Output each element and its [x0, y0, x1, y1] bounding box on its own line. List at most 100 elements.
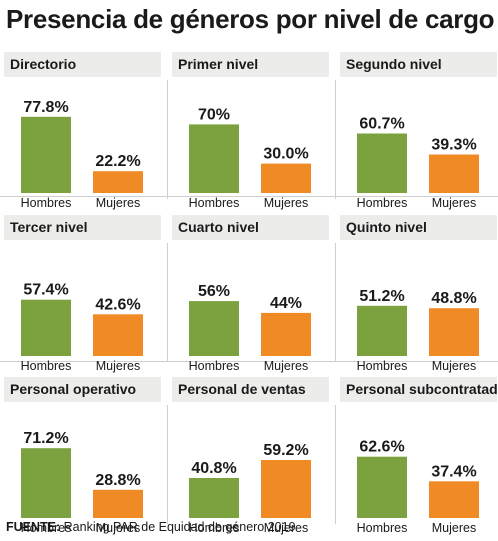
bar-mujeres	[261, 460, 311, 518]
panel-title: Cuarto nivel	[178, 219, 259, 235]
data-label: 62.6%	[359, 439, 404, 456]
category-label: Mujeres	[96, 521, 140, 535]
data-label: 42.6%	[95, 296, 140, 313]
chart-panel: Tercer nivel 57.4% Hombres 42.6% Mujeres	[4, 215, 168, 373]
data-label: 28.8%	[95, 472, 140, 489]
data-label: 60.7%	[359, 116, 404, 133]
category-label: Hombres	[21, 359, 72, 373]
data-label: 51.2%	[359, 288, 404, 305]
column-divider	[335, 243, 336, 362]
source-text: Ranking PAR de Equidad de género 2019	[63, 520, 296, 534]
column-divider	[335, 80, 336, 199]
panel-header: Personal subcontratado	[340, 377, 498, 402]
panel-header: Segundo nivel	[340, 52, 497, 77]
category-label: Mujeres	[264, 359, 308, 373]
data-label: 71.2%	[23, 430, 68, 447]
category-label: Mujeres	[432, 521, 476, 535]
bar-hombres	[21, 448, 71, 518]
row-divider	[0, 361, 498, 362]
bar-mujeres	[261, 163, 311, 193]
category-label: Mujeres	[96, 359, 140, 373]
panel-header: Tercer nivel	[4, 215, 161, 240]
panel-title: Tercer nivel	[10, 219, 88, 235]
panel-header: Quinto nivel	[340, 215, 497, 240]
data-label: 40.8%	[191, 460, 236, 477]
category-label: Hombres	[21, 521, 72, 535]
panel-title: Directorio	[10, 56, 77, 72]
bar-chart: 71.2% Hombres 28.8% Mujeres	[21, 430, 143, 535]
column-divider	[167, 405, 168, 524]
bar-hombres	[189, 478, 239, 518]
chart-panel: Quinto nivel 51.2% Hombres 48.8% Mujeres	[340, 215, 497, 373]
panel-header: Personal de ventas	[172, 377, 329, 402]
panel-header: Personal operativo	[4, 377, 161, 402]
panel-title: Segundo nivel	[346, 56, 442, 72]
category-label: Hombres	[189, 359, 240, 373]
bar-hombres	[189, 301, 239, 356]
bar-chart: 60.7% Hombres 39.3% Mujeres	[357, 116, 479, 210]
data-label: 70%	[198, 106, 230, 123]
panel-title: Personal operativo	[10, 381, 137, 397]
data-label: 22.2%	[95, 153, 140, 170]
bar-mujeres	[429, 308, 479, 356]
data-label: 48.8%	[431, 290, 476, 307]
bar-hombres	[357, 456, 407, 518]
bar-chart: 57.4% Hombres 42.6% Mujeres	[21, 282, 143, 373]
bar-mujeres	[261, 312, 311, 356]
bar-mujeres	[93, 489, 143, 518]
data-label: 56%	[198, 283, 230, 300]
chart-panel: Cuarto nivel 56% Hombres 44% Mujeres	[172, 215, 336, 373]
category-label: Hombres	[21, 196, 72, 210]
panel-header: Cuarto nivel	[172, 215, 329, 240]
bar-mujeres	[93, 171, 143, 193]
category-label: Hombres	[357, 359, 408, 373]
data-label: 30.0%	[263, 146, 308, 163]
category-label: Mujeres	[432, 359, 476, 373]
bar-hombres	[21, 299, 71, 356]
data-label: 44%	[270, 295, 302, 312]
chart-panel: Directorio 77.8% Hombres 22.2% Mujeres	[4, 52, 168, 210]
panel-title: Primer nivel	[178, 56, 259, 72]
category-label: Hombres	[189, 196, 240, 210]
chart-panel: Personal operativo 71.2% Hombres 28.8% Mujer…	[4, 377, 168, 535]
category-label: Mujeres	[96, 196, 140, 210]
data-label: 57.4%	[23, 282, 68, 299]
panel-header: Directorio	[4, 52, 161, 77]
column-divider	[335, 405, 336, 524]
category-label: Mujeres	[264, 196, 308, 210]
category-label: Hombres	[189, 521, 240, 535]
category-label: Hombres	[357, 521, 408, 535]
data-label: 37.4%	[431, 463, 476, 480]
bar-mujeres	[429, 154, 479, 193]
chart-panel: Personal subcontratado 62.6% Hombres 37.4% M…	[340, 377, 498, 535]
bar-chart: 56% Hombres 44% Mujeres	[189, 283, 311, 373]
chart-panel: Personal de ventas 40.8% Hombres 59.2% Mujer…	[172, 377, 336, 535]
chart-panel: Segundo nivel 60.7% Hombres 39.3% Mujeres	[340, 52, 497, 210]
source-label: FUENTE:	[6, 520, 61, 534]
bar-chart: 77.8% Hombres 22.2% Mujeres	[21, 99, 143, 210]
category-label: Mujeres	[432, 196, 476, 210]
bar-hombres	[21, 116, 71, 193]
panel-title: Personal subcontratado	[346, 381, 498, 397]
bar-hombres	[357, 133, 407, 193]
column-divider	[167, 243, 168, 362]
panel-title: Personal de ventas	[178, 381, 306, 397]
bar-chart: 70% Hombres 30.0% Mujeres	[189, 106, 311, 210]
bar-chart: 62.6% Hombres 37.4% Mujeres	[357, 439, 479, 535]
bar-hombres	[357, 305, 407, 356]
category-label: Hombres	[357, 196, 408, 210]
chart-title: Presencia de géneros por nivel de cargo	[6, 4, 495, 34]
bar-chart: 51.2% Hombres 48.8% Mujeres	[357, 288, 479, 373]
source-note: FUENTE: Ranking PAR de Equidad de género…	[6, 520, 296, 534]
data-label: 39.3%	[431, 137, 476, 154]
panel-title: Quinto nivel	[346, 219, 427, 235]
data-label: 77.8%	[23, 99, 68, 116]
bar-chart: 40.8% Hombres 59.2% Mujeres	[189, 442, 311, 535]
bar-mujeres	[429, 481, 479, 518]
panel-header: Primer nivel	[172, 52, 329, 77]
row-divider	[0, 196, 498, 197]
chart-panel: Primer nivel 70% Hombres 30.0% Mujeres	[172, 52, 336, 210]
bar-hombres	[189, 124, 239, 193]
bar-mujeres	[93, 314, 143, 356]
column-divider	[167, 80, 168, 199]
